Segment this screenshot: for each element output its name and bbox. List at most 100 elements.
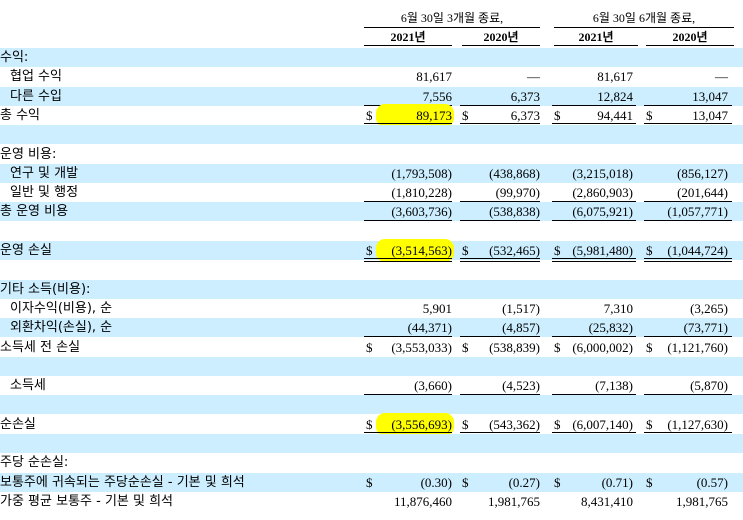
underline bbox=[364, 220, 452, 222]
underline bbox=[644, 220, 732, 222]
table-cell-value: (201,644) bbox=[677, 185, 728, 201]
table-row bbox=[0, 434, 743, 453]
table-cell-value: (5,870) bbox=[690, 378, 728, 394]
table-cell-value: 5,901 bbox=[422, 300, 452, 316]
table-cell-value: — bbox=[527, 69, 540, 85]
table-cell-value bbox=[450, 222, 540, 241]
row-label: 외환차익(손실), 순 bbox=[10, 320, 113, 336]
table-row bbox=[0, 356, 743, 376]
row-label: 주당 순손실: bbox=[0, 455, 69, 471]
highlight-mark bbox=[376, 239, 454, 262]
currency-symbol: $ bbox=[462, 474, 469, 490]
table-cell-value bbox=[638, 145, 728, 164]
table-cell-value: (99,970) bbox=[495, 185, 540, 201]
currency-symbol: $ bbox=[366, 339, 373, 355]
table-row: 순손실 $ (3,556,693) $ (543,362) $ (6,007,140) $ (1… bbox=[0, 412, 743, 436]
underline bbox=[552, 394, 636, 396]
table-cell-value: (0.71) bbox=[601, 474, 633, 490]
row-label: 운영 비용: bbox=[0, 146, 57, 162]
table-cell-value: (44,371) bbox=[407, 320, 452, 336]
double-underline bbox=[364, 258, 452, 262]
table-cell-value: 81,617 bbox=[416, 69, 452, 85]
table-row: 소득세 (3,660) (4,523) (7,138) (5,870) bbox=[0, 376, 743, 396]
table-row: 다른 수입 7,556 6,373 12,824 13,047 bbox=[0, 86, 743, 106]
table-cell-value bbox=[450, 125, 540, 144]
table-cell-value bbox=[362, 222, 452, 241]
table-cell-value bbox=[638, 395, 728, 414]
double-underline bbox=[552, 258, 636, 262]
underline bbox=[552, 104, 636, 106]
table-cell-value bbox=[543, 48, 633, 67]
table-cell-value: 89,173 bbox=[416, 107, 452, 123]
underline bbox=[460, 336, 540, 338]
table-row bbox=[0, 395, 743, 415]
table-cell-value bbox=[543, 125, 633, 144]
table-cell-value bbox=[543, 145, 633, 164]
currency-symbol: $ bbox=[554, 107, 561, 123]
table-cell-value: (3,660) bbox=[414, 378, 452, 394]
header-six-month: 6월 30일 6개월 종료, bbox=[554, 10, 734, 28]
table-cell-value: (3,556,693) bbox=[391, 416, 452, 432]
currency-symbol: $ bbox=[366, 107, 373, 123]
table-cell-value bbox=[362, 434, 452, 453]
table-row: 협업 수익 81,617 — 81,617 — bbox=[0, 67, 743, 86]
table-cell-value bbox=[362, 357, 452, 376]
table-cell-value bbox=[450, 280, 540, 299]
currency-symbol: $ bbox=[462, 107, 469, 123]
table-cell-value bbox=[450, 453, 540, 472]
table-row: 외환차익(손실), 순 (44,371) (4,857) (25,832) (73,77… bbox=[0, 318, 743, 338]
table-cell-value: 1,981,765 bbox=[488, 493, 540, 509]
table-cell-value: (543,362) bbox=[489, 416, 540, 432]
row-label: 연구 및 개발 bbox=[10, 165, 79, 181]
table-row: 연구 및 개발 (1,793,508) (438,868) (3,215,018) (8… bbox=[0, 163, 743, 183]
table-cell-value: (2,860,903) bbox=[572, 185, 633, 201]
row-label: 순손실 bbox=[0, 416, 36, 432]
currency-symbol: $ bbox=[462, 339, 469, 355]
currency-symbol: $ bbox=[554, 474, 561, 490]
header-year-6m-2021: 2021년 bbox=[554, 30, 638, 46]
table-cell-value bbox=[362, 395, 452, 414]
currency-symbol: $ bbox=[554, 416, 561, 432]
underline bbox=[460, 220, 540, 222]
table-cell-value: 7,310 bbox=[603, 300, 633, 316]
underline bbox=[644, 394, 732, 396]
table-cell-value bbox=[450, 395, 540, 414]
table-cell-value: (4,857) bbox=[502, 320, 540, 336]
table-cell-value: (0.30) bbox=[420, 474, 452, 490]
table-cell-value bbox=[362, 48, 452, 67]
table-cell-value bbox=[638, 222, 728, 241]
table-cell-value: (7,138) bbox=[595, 378, 633, 394]
row-label: 다른 수입 bbox=[10, 88, 62, 104]
table-cell-value: (1,121,760) bbox=[667, 339, 728, 355]
header-year-3m-2020: 2020년 bbox=[462, 30, 540, 46]
table-cell-value: (0.57) bbox=[696, 474, 728, 490]
underline bbox=[460, 201, 540, 203]
table-cell-value: (4,523) bbox=[502, 378, 540, 394]
underline bbox=[644, 104, 732, 106]
currency-symbol: $ bbox=[366, 243, 373, 258]
table-cell-value: 13,047 bbox=[692, 88, 728, 104]
table-cell-value: (6,007,140) bbox=[572, 416, 633, 432]
double-underline bbox=[460, 258, 540, 262]
currency-symbol: $ bbox=[554, 339, 561, 355]
table-row: 수익: bbox=[0, 48, 743, 67]
row-label: 총 운영 비용 bbox=[0, 204, 69, 220]
table-cell-value bbox=[362, 145, 452, 164]
table-cell-value: (3,514,563) bbox=[391, 243, 452, 258]
table-cell-value: (856,127) bbox=[677, 165, 728, 181]
table-row: 일반 및 행정 (1,810,228) (99,970) (2,860,903) (20… bbox=[0, 183, 743, 203]
table-cell-value bbox=[543, 222, 633, 241]
table-cell-value bbox=[362, 280, 452, 299]
row-label: 일반 및 행정 bbox=[10, 185, 79, 201]
table-cell-value: (25,832) bbox=[588, 320, 633, 336]
currency-symbol: $ bbox=[462, 416, 469, 432]
table-row: 총 운영 비용 (3,603,736) (538,838) (6,075,921) (1… bbox=[0, 202, 743, 222]
table-cell-value bbox=[362, 125, 452, 144]
table-cell-value: 6,373 bbox=[510, 107, 540, 123]
table-cell-value: (5,981,480) bbox=[572, 243, 633, 258]
table-row: 보통주에 귀속되는 주당순손실 - 기본 및 희석 $ (0.30) $ (0.27) $… bbox=[0, 472, 743, 492]
row-label: 이자수익(비용), 순 bbox=[10, 300, 113, 316]
table-cell-value bbox=[638, 125, 728, 144]
table-cell-value bbox=[543, 434, 633, 453]
row-label: 수익: bbox=[0, 50, 29, 65]
